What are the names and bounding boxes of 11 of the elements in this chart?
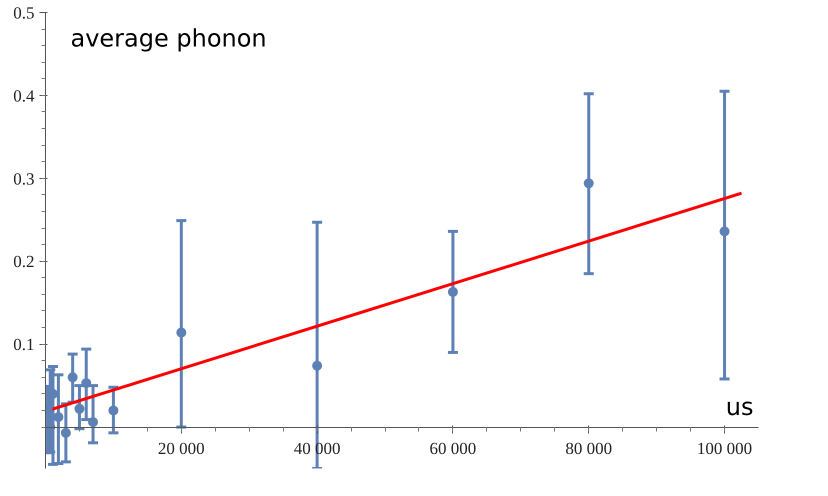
x-tick-label: 100 000 — [696, 439, 752, 458]
y-tick-label: 0.1 — [13, 335, 34, 354]
y-axis-title: average phonon — [70, 24, 267, 52]
y-tick-label: 0.5 — [13, 4, 34, 22]
x-axis-title: us — [726, 393, 754, 422]
y-tick-label: 0.3 — [13, 169, 34, 188]
x-tick-label: 80 000 — [565, 439, 612, 458]
y-tick-label: 0.4 — [13, 86, 35, 106]
y-tick-label: 0.2 — [13, 252, 34, 272]
x-tick-label: 60 000 — [430, 439, 476, 458]
x-tick-label: 20 000 — [158, 439, 205, 458]
